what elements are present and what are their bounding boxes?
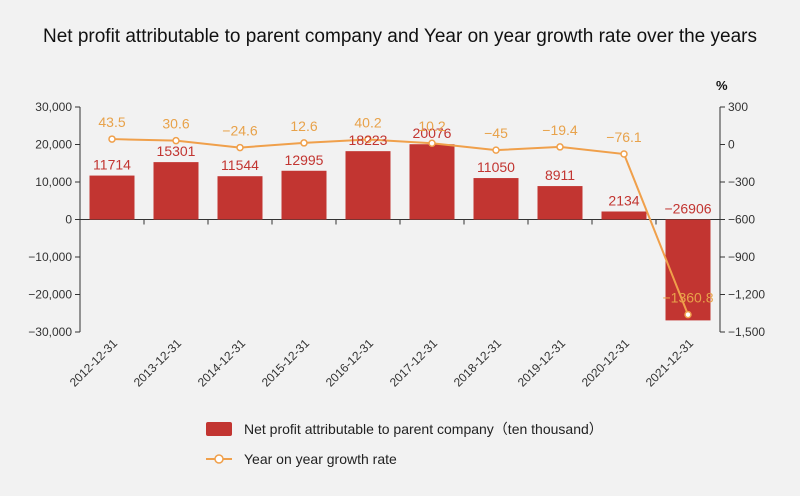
growth-rate-value-label: 43.5 [98,114,125,130]
x-axis-category-label: 2014-12-31 [195,336,249,390]
x-axis-category-label: 2016-12-31 [323,336,377,390]
x-axis-category-label: 2019-12-31 [515,336,569,390]
legend-bar-label: Net profit attributable to parent compan… [244,421,603,437]
growth-rate-value-label: 10.2 [418,118,445,134]
right-axis-tick-label: −900 [728,250,755,264]
bar-value-label: 8911 [545,167,575,183]
bar-value-label: −26906 [664,201,711,217]
x-axis-category-label: 2013-12-31 [131,336,185,390]
bar [665,219,711,321]
bar-value-label: 12995 [285,152,324,168]
bar [345,151,391,220]
bar-value-label: 11050 [477,159,515,175]
bar [601,211,647,220]
legend-bar-swatch [206,422,232,436]
growth-rate-point [108,135,116,143]
left-axis-tick-label: 20,000 [35,138,72,152]
growth-rate-value-label: −1360.8 [663,290,714,306]
legend-line-label: Year on year growth rate [244,451,397,467]
growth-rate-value-label: −76.1 [606,129,642,145]
left-axis-tick-label: 0 [65,213,72,227]
growth-rate-line [111,138,689,315]
right-axis-tick-label: 300 [728,100,748,114]
right-axis-tick-label: −1,500 [728,325,765,339]
chart-title: Net profit attributable to parent compan… [43,26,757,47]
x-axis-category-label: 2021-12-31 [643,336,697,390]
bar-value-label: 15301 [157,143,196,159]
growth-rate-point [556,143,564,151]
growth-rate-value-label: −24.6 [222,123,258,139]
left-axis-tick-label: −20,000 [28,288,72,302]
left-axis-tick-label: 30,000 [35,100,72,114]
growth-rate-point [492,146,500,154]
x-axis-category-label: 2020-12-31 [579,336,633,390]
bar [153,162,199,220]
bar-value-label: 11544 [221,157,259,173]
growth-rate-point [428,139,436,147]
right-axis-tick-label: 0 [728,138,735,152]
growth-rate-value-label: −45 [484,125,508,141]
growth-rate-point [620,150,628,158]
bar-value-label: 11714 [93,157,131,173]
right-axis-tick-label: −1,200 [728,288,765,302]
right-axis-unit: % [716,78,728,93]
bar [281,170,327,220]
bar-value-label: 18223 [349,132,388,148]
x-axis-category-label: 2015-12-31 [259,336,313,390]
left-axis-tick-label: 10,000 [35,175,72,189]
x-axis-category-label: 2017-12-31 [387,336,441,390]
right-axis-tick-label: −600 [728,213,755,227]
left-axis-tick-label: −10,000 [28,250,72,264]
growth-rate-value-label: 40.2 [354,114,381,130]
bar [537,186,583,220]
growth-rate-point [684,310,692,319]
growth-rate-point [300,139,308,147]
right-axis-tick-label: −300 [728,175,755,189]
bar [217,176,263,220]
growth-rate-value-label: 30.6 [162,116,189,132]
bar [473,178,519,220]
bar [89,175,135,220]
growth-rate-value-label: 12.6 [290,118,317,134]
growth-rate-point [236,143,244,152]
legend-line-marker [214,454,224,464]
growth-rate-point [172,136,180,145]
x-axis-category-label: 2012-12-31 [67,336,121,390]
left-axis-tick-label: −30,000 [28,325,72,339]
bar-value-label: 20076 [413,125,452,141]
x-axis-category-label: 2018-12-31 [451,336,505,390]
bar-value-label: 2134 [608,192,639,208]
growth-rate-value-label: −19.4 [542,122,578,138]
bar [409,144,455,220]
growth-rate-point [364,135,372,144]
